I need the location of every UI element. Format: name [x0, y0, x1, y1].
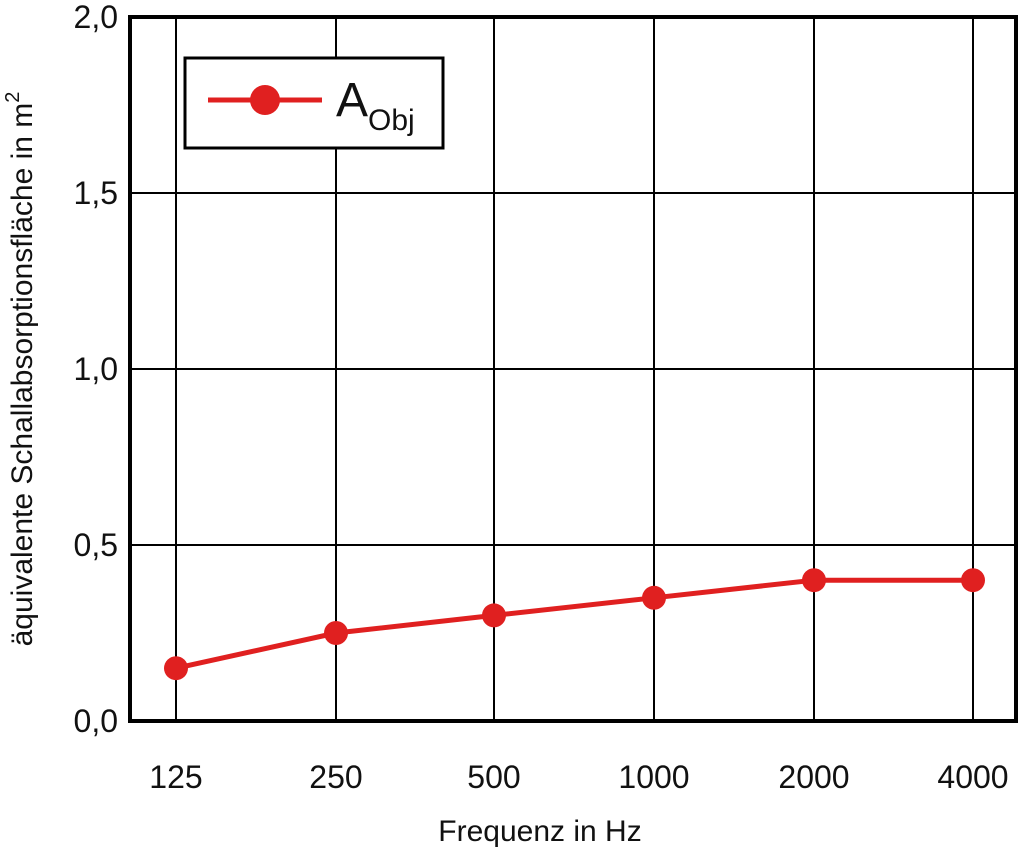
y-axis-label: äquivalente Schallabsorptionsfläche in m…: [2, 92, 39, 647]
legend: AObj: [183, 56, 445, 150]
data-point: [642, 585, 666, 610]
grid-lines: [130, 17, 1016, 721]
y-tick-label: 2,0: [74, 0, 118, 35]
plot-frame: [128, 15, 1018, 723]
x-axis-label: Frequenz in Hz: [438, 815, 641, 848]
y-axis-label-main: äquivalente Schallabsorptionsfläche in m: [6, 103, 39, 647]
legend-label-subscript: Obj: [368, 104, 415, 137]
x-tick-label: 4000: [937, 759, 1008, 795]
x-tick-label: 125: [149, 759, 202, 795]
series-line: [175, 577, 973, 671]
x-tick-label: 2000: [778, 759, 849, 795]
data-point: [482, 603, 506, 628]
series-layer: [164, 568, 985, 681]
data-point: [324, 621, 348, 645]
legend-box: [183, 56, 445, 150]
y-axis-label-superscript: 2: [2, 92, 24, 103]
data-point: [802, 568, 826, 593]
x-tick-labels: 125 250 500 1000 2000 4000: [149, 759, 1008, 795]
legend-marker-swatch: [250, 85, 280, 115]
y-tick-label: 1,0: [74, 351, 118, 387]
legend-label-main: A: [336, 74, 368, 127]
y-tick-label: 0,0: [74, 703, 118, 739]
x-tick-label: 1000: [618, 759, 689, 795]
legend-label: AObj: [336, 74, 415, 137]
x-tick-label: 250: [309, 759, 362, 795]
y-tick-labels: 0,0 0,5 1,0 1,5 2,0: [74, 0, 118, 739]
y-tick-label: 0,5: [74, 527, 118, 563]
data-point: [961, 568, 985, 593]
x-tick-label: 500: [467, 759, 520, 795]
data-point: [164, 656, 188, 681]
y-tick-label: 1,5: [74, 175, 118, 211]
